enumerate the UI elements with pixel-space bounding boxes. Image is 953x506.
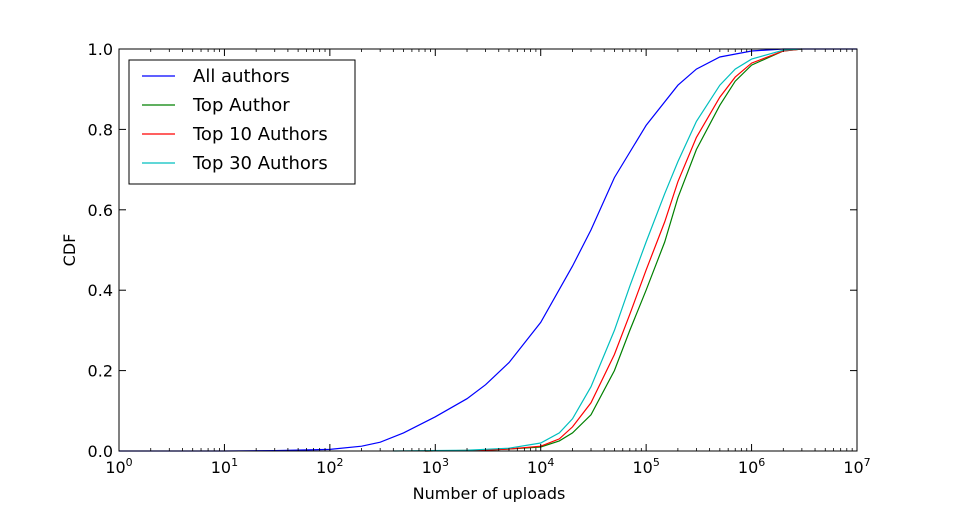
series-line-0 xyxy=(119,48,857,452)
legend-label: Top 30 Authors xyxy=(192,153,328,174)
y-tick-label: 0.4 xyxy=(88,281,113,300)
x-axis-label: Number of uploads xyxy=(413,484,566,502)
y-tick-label: 1.0 xyxy=(88,40,113,59)
series-line-2 xyxy=(425,48,802,452)
x-tick-label: 102 xyxy=(316,456,343,477)
series-line-1 xyxy=(425,48,802,452)
series-line-3 xyxy=(393,48,802,452)
x-tick-label: 107 xyxy=(843,456,870,477)
legend-label: Top Author xyxy=(192,95,290,116)
y-tick-label: 0.8 xyxy=(88,120,113,139)
axis-ticks: 100 101 102 103 104 105 106 107 0.0 0.2 0.4 0.6 0.8 1… xyxy=(88,40,871,477)
y-tick-label: 0.6 xyxy=(88,201,113,220)
x-tick-label: 106 xyxy=(738,456,765,477)
legend-label: All authors xyxy=(193,66,290,87)
x-tick-label: 105 xyxy=(632,456,659,477)
y-tick-label: 0.0 xyxy=(88,442,113,461)
x-tick-label: 100 xyxy=(105,456,132,477)
legend-label: Top 10 Authors xyxy=(192,124,328,145)
x-tick-label: 101 xyxy=(211,456,238,477)
series-lines xyxy=(119,48,857,452)
x-tick-label: 104 xyxy=(527,456,554,477)
y-tick-label: 0.2 xyxy=(88,362,113,381)
y-axis-label: CDF xyxy=(60,234,79,267)
x-tick-label: 103 xyxy=(422,456,449,477)
legend: All authors Top Author Top 10 Authors Top 3… xyxy=(128,59,356,185)
plot-frame xyxy=(118,48,858,452)
